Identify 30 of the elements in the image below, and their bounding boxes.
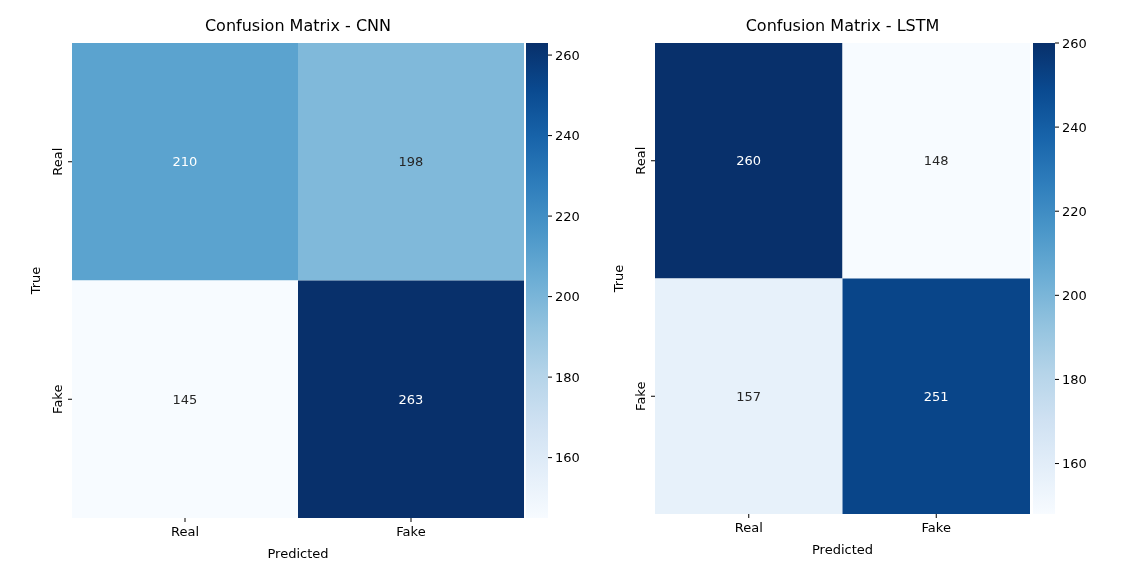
data-label: 260 xyxy=(736,153,762,169)
data-label: 263 xyxy=(398,391,424,407)
y-axis-title: True xyxy=(28,266,43,296)
x-axis-title: Predicted xyxy=(811,542,874,557)
color-bar-label: 260 xyxy=(1062,35,1087,51)
x-axis-title: Predicted xyxy=(267,546,329,561)
color-bar-label: 220 xyxy=(555,208,580,224)
data-label: 198 xyxy=(398,154,424,170)
color-bar-label: 240 xyxy=(1062,119,1087,135)
x-tick-label: Real xyxy=(170,524,200,539)
color-bar-label: 220 xyxy=(1062,203,1087,219)
y-axis-title: True xyxy=(611,264,626,294)
x-tick-label: Fake xyxy=(396,524,426,539)
chart-title: Confusion Matrix - LSTM xyxy=(745,16,940,35)
color-bar-label: 160 xyxy=(555,450,580,466)
color-bar-label: 180 xyxy=(555,369,580,385)
color-bar-label: 200 xyxy=(1062,287,1087,303)
data-label: 148 xyxy=(923,153,949,169)
data-label: 251 xyxy=(923,388,949,404)
color-bar-label: 240 xyxy=(555,128,580,144)
data-label: 145 xyxy=(172,391,198,407)
color-bar-label: 180 xyxy=(1062,371,1087,387)
color-bar-label: 260 xyxy=(555,47,580,63)
x-tick-label: Fake xyxy=(921,520,951,535)
color-bar-label: 160 xyxy=(1062,456,1087,472)
color-bar-label: 200 xyxy=(555,289,580,305)
data-label: 157 xyxy=(736,388,762,404)
x-tick-label: Real xyxy=(734,520,763,535)
chart-title: Confusion Matrix - CNN xyxy=(204,16,392,35)
data-label: 210 xyxy=(172,154,198,170)
